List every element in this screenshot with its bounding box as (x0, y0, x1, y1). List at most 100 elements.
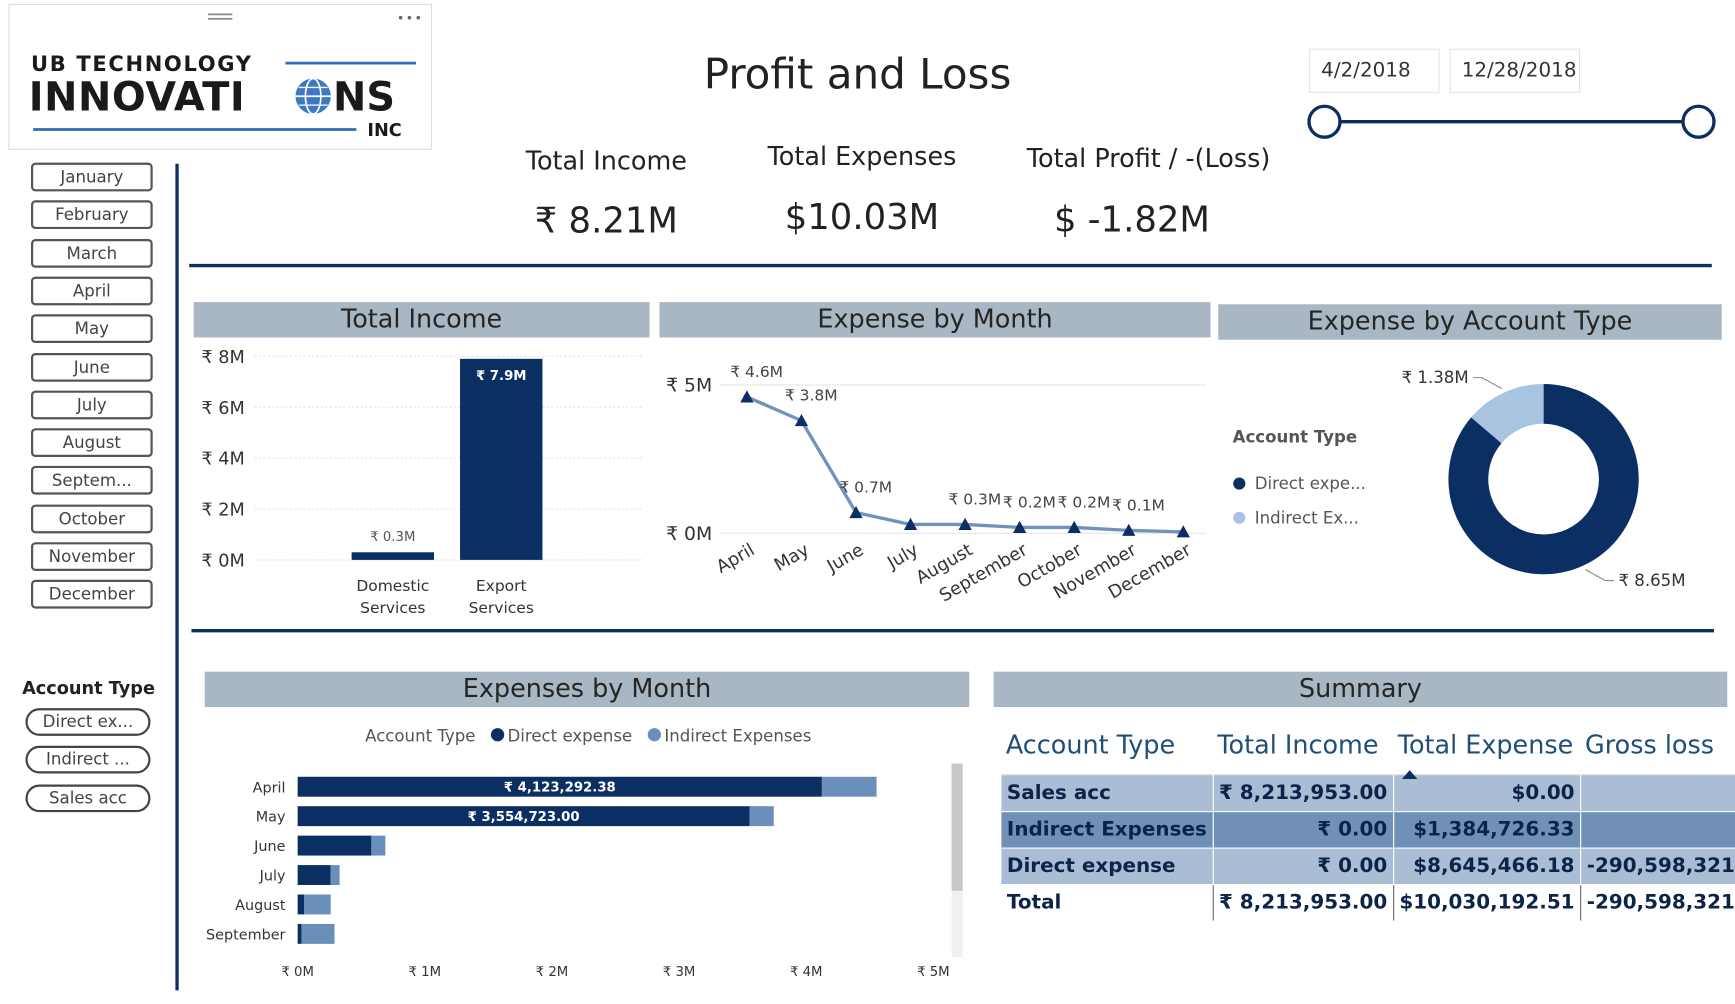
month-button[interactable]: June (30, 352, 153, 382)
data-label: ₹ 0.3M (949, 491, 1002, 509)
y-tick-label: ₹ 8M (201, 348, 244, 368)
data-label: ₹ 0.7M (839, 479, 892, 497)
bar-segment (297, 894, 305, 915)
chart-title: Expense by Month (659, 302, 1211, 338)
column-header[interactable]: Account Type (1005, 731, 1176, 760)
table-cell: Direct expense (1006, 854, 1176, 878)
month-button[interactable]: November (30, 542, 153, 571)
account-button[interactable]: Indirect ... (25, 746, 151, 774)
month-button[interactable]: May (30, 314, 153, 344)
month-button[interactable]: January (30, 162, 153, 192)
table-cell (1580, 774, 1735, 812)
table-cell: Indirect Expenses (1006, 817, 1207, 841)
data-label: ₹ 0.2M (1003, 493, 1056, 511)
donut-slice (1471, 383, 1544, 444)
x-tick-label: May (771, 540, 813, 576)
scrollbar-thumb[interactable] (951, 763, 963, 891)
account-button[interactable]: Sales acc (25, 784, 151, 812)
y-tick-label: May (256, 810, 286, 826)
x-tick-label: April (713, 540, 758, 578)
x-tick-label: Domestic Services (356, 577, 430, 618)
y-tick-label: August (235, 898, 286, 914)
bar-segment (297, 865, 331, 885)
month-button[interactable]: October (30, 504, 153, 533)
marker (740, 390, 754, 403)
bar-segment (371, 835, 386, 856)
column-header[interactable]: Total Expense (1393, 717, 1580, 779)
data-label: ₹ 3.8M (785, 387, 838, 405)
page-title: Profit and Loss (704, 50, 1012, 99)
more-options[interactable] (398, 15, 421, 20)
bar-segment (297, 835, 372, 856)
column-header[interactable]: Gross loss (1585, 731, 1715, 760)
data-label: ₹ 3,554,723.00 (468, 810, 580, 825)
bar (460, 358, 543, 560)
leader-line (1585, 569, 1615, 582)
slider-handle[interactable] (1681, 104, 1716, 139)
bar-segment (297, 776, 822, 797)
bar-segment (297, 923, 302, 944)
y-tick-label: ₹ 2M (201, 501, 244, 521)
marker (958, 517, 972, 530)
month-button[interactable]: February (30, 200, 153, 230)
data-label: ₹ 1.38M (1402, 368, 1469, 387)
column-header[interactable]: Total Income (1217, 731, 1379, 760)
month-button[interactable]: Septem... (30, 466, 153, 496)
table-row: Indirect Expenses ₹ 0.00 $1,384,726.33 (1001, 811, 1735, 848)
legend-swatch (1233, 477, 1246, 490)
bar-segment (297, 806, 750, 827)
table-cell: Total (1006, 891, 1062, 915)
bar-segment (749, 806, 774, 827)
table-cell: ₹ 8,213,953.00 (1212, 774, 1394, 812)
marker (1176, 525, 1190, 538)
bar-segment (301, 923, 335, 944)
logo-line1: UB TECHNOLOGY (31, 51, 253, 76)
month-button[interactable]: March (30, 238, 153, 268)
month-button[interactable]: July (30, 390, 153, 420)
logo-line3: INC (367, 121, 401, 141)
kpi-value: $10.03M (784, 195, 940, 238)
y-tick-label: ₹ 4M (201, 450, 244, 470)
table-row: Sales acc ₹ 8,213,953.00 $0.00 (1001, 774, 1735, 812)
legend-label: Indirect Ex... (1255, 508, 1359, 527)
legend-label: Direct expe... (1255, 474, 1366, 493)
month-button[interactable]: April (30, 276, 153, 306)
table-cell: $1,384,726.33 (1392, 811, 1581, 848)
legend-label: Indirect Expenses (664, 726, 811, 745)
table-row: Direct expense ₹ 0.00 $8,645,466.18 -290,59… (1001, 847, 1735, 885)
table-cell: ₹ 0.00 (1212, 811, 1394, 848)
chart-title: Total Income (193, 302, 650, 338)
month-button[interactable]: August (30, 428, 153, 458)
x-tick-label: ₹ 3M (663, 965, 696, 980)
x-tick-label: ₹ 1M (409, 965, 442, 980)
month-button[interactable]: December (30, 580, 153, 609)
slider-handle[interactable] (1307, 104, 1342, 139)
data-label: ₹ 0.1M (1112, 496, 1165, 514)
table-cell: -290,598,321.60 (1580, 847, 1735, 885)
account-button[interactable]: Direct ex... (25, 708, 151, 736)
bar-segment (304, 894, 331, 915)
chart-title: Expense by Account Type (1218, 304, 1722, 340)
table-cell: $10,030,192.51 (1392, 884, 1581, 921)
legend-swatch (1233, 511, 1246, 524)
x-tick-label: Export Services (468, 577, 534, 618)
legend-label: Direct expense (508, 726, 633, 745)
data-label: ₹ 4,123,292.38 (504, 781, 616, 796)
y-tick-label: July (259, 869, 286, 885)
slicer-title: Account Type (22, 677, 155, 699)
marker (1122, 523, 1136, 536)
summary-title: Summary (993, 671, 1728, 708)
kpi-value: ₹ 8.21M (534, 199, 678, 242)
date-start[interactable]: 4/2/2018 (1309, 48, 1440, 93)
y-tick-label: ₹ 0M (666, 524, 712, 545)
date-end[interactable]: 12/28/2018 (1449, 48, 1581, 93)
bar (351, 552, 435, 560)
x-tick-label: ₹ 4M (790, 965, 823, 980)
sort-indicator (1402, 769, 1418, 779)
table-cell (1580, 811, 1735, 848)
leader-line (1473, 377, 1503, 390)
y-tick-label: ₹ 6M (201, 399, 244, 419)
data-label: ₹ 7.9M (476, 369, 527, 384)
marker (794, 414, 809, 427)
